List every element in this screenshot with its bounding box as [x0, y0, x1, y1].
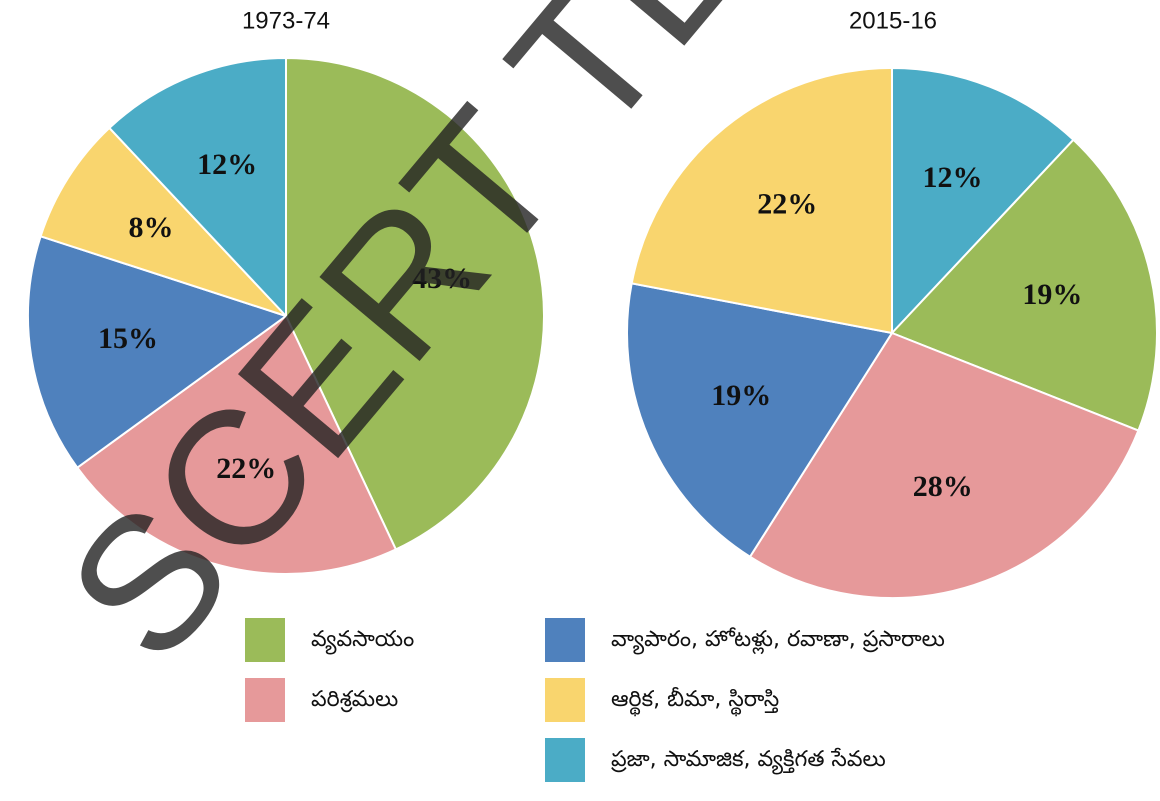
data-label: 43% [412, 262, 472, 295]
legend-swatch [545, 618, 585, 662]
chart-title: 1973-74 [242, 7, 330, 34]
pie-slice [626, 282, 894, 559]
pie-slice [630, 66, 893, 335]
legend-label: పరిశ్రమలు [311, 687, 398, 713]
pie-slice [39, 126, 287, 317]
legend-swatch [245, 678, 285, 722]
pie-slice [748, 331, 1140, 599]
legend-label: వ్యవసాయం [311, 627, 414, 655]
legend-swatch [545, 678, 585, 722]
data-label: 22% [216, 452, 276, 485]
legend-label: ఆర్థిక, బీమా, స్థిరాస్తి [611, 687, 779, 717]
pie-slice [890, 138, 1158, 432]
data-label: 22% [757, 187, 817, 220]
data-label: 19% [711, 379, 771, 412]
pie-slice [107, 56, 287, 319]
data-label: 12% [197, 148, 257, 181]
pie-slice [891, 66, 1075, 336]
pie-slice [27, 235, 289, 470]
data-label: 12% [922, 161, 982, 194]
data-label: 15% [98, 322, 158, 355]
data-label: 28% [913, 470, 973, 503]
chart-title: 2015-16 [849, 7, 937, 34]
legend-swatch [545, 738, 585, 782]
legend-label: వ్యాపారం, హోటళ్లు, రవాణా, ప్రసారాలు [611, 627, 945, 655]
pie-slice [75, 314, 398, 575]
legend-label: ప్రజా, సామాజిక, వ్యక్తిగత సేవలు [611, 747, 886, 775]
data-label: 19% [1022, 278, 1082, 311]
legend-swatch [245, 618, 285, 662]
data-label: 8% [128, 211, 173, 244]
pie-slice [285, 56, 545, 551]
